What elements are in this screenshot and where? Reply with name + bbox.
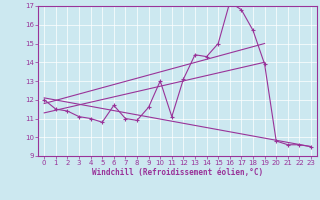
X-axis label: Windchill (Refroidissement éolien,°C): Windchill (Refroidissement éolien,°C) [92,168,263,177]
